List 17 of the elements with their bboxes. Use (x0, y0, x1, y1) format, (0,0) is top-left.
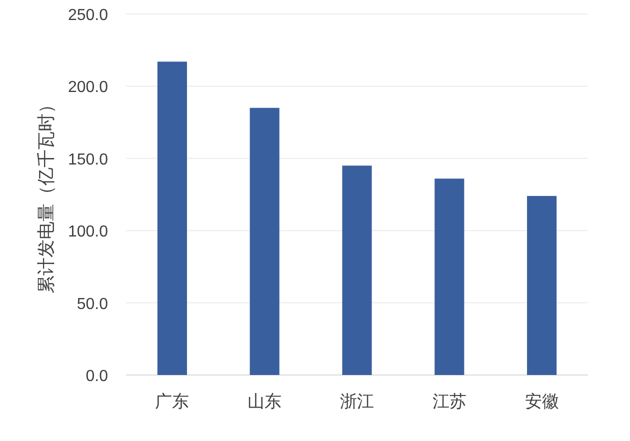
x-tick-label: 江苏 (432, 392, 466, 411)
x-tick-label: 安徽 (524, 392, 559, 411)
y-tick-label: 0.0 (86, 368, 108, 385)
bar (250, 108, 280, 375)
bar (527, 196, 557, 375)
y-tick-label: 200.0 (68, 79, 108, 96)
x-tick-label: 浙江 (340, 392, 374, 411)
bar (342, 166, 372, 375)
x-tick-label: 广东 (155, 392, 190, 411)
x-tick-label: 山东 (248, 392, 282, 411)
y-tick-label: 50.0 (76, 296, 108, 313)
y-tick-label: 100.0 (68, 224, 108, 241)
y-tick-label: 250.0 (68, 7, 108, 24)
y-tick-label: 150.0 (68, 151, 108, 168)
bar (434, 178, 464, 375)
y-axis-title: 累计发电量（亿千瓦时） (36, 96, 56, 294)
bar (157, 62, 187, 375)
